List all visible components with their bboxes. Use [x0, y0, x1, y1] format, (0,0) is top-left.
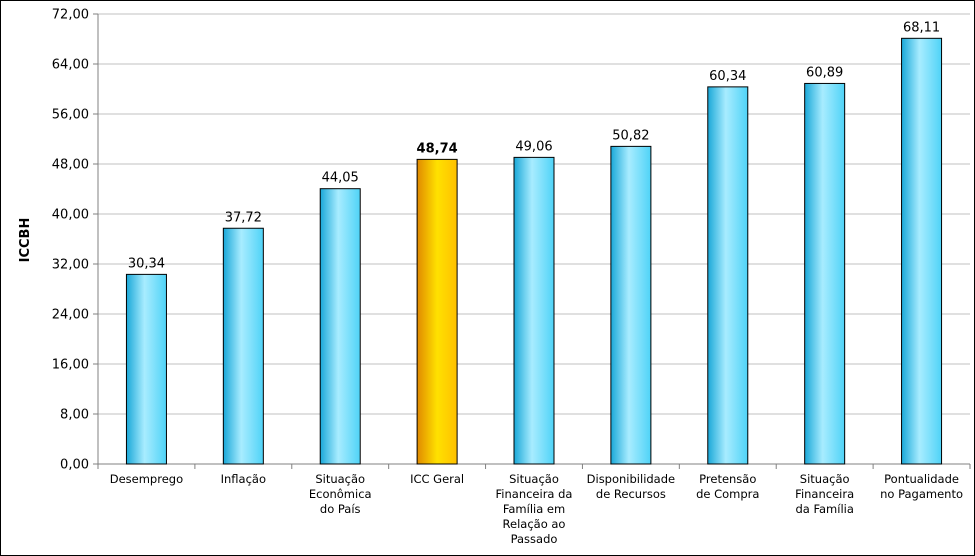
x-category-label-line: Pontualidade — [884, 472, 959, 486]
x-category-label-line: de Recursos — [596, 487, 666, 501]
x-category-label-line: do País — [320, 502, 361, 516]
bars — [125, 37, 943, 465]
data-label: 60,89 — [806, 65, 843, 80]
labels: 0,00 8,00 16,00 24,00 32,00 40,00 48,00 56,00 64… — [52, 8, 963, 547]
x-category-label-line: Pretensão — [699, 472, 756, 486]
data-label: 68,11 — [903, 20, 940, 35]
x-category-label: Desemprego — [110, 472, 183, 486]
y-tick-label: 48,00 — [52, 158, 89, 173]
data-label: 60,34 — [709, 69, 746, 84]
x-category-label: Disponibilidade de Recursos — [587, 472, 675, 501]
x-category-label-line: Desemprego — [110, 472, 183, 486]
data-label: 30,34 — [128, 256, 165, 271]
y-tick-label: 72,00 — [52, 8, 89, 23]
data-label: 48,74 — [417, 141, 458, 156]
y-tick-label: 64,00 — [52, 58, 89, 73]
data-label: 37,72 — [225, 210, 262, 225]
bar — [804, 82, 846, 465]
bar — [513, 156, 555, 465]
x-category-label-line: ICC Geral — [410, 472, 464, 486]
x-category-label-line: Situação — [315, 472, 365, 486]
bar — [222, 227, 264, 465]
x-category-label: Pontualidade no Pagamento — [880, 472, 963, 501]
x-category-label-line: Inflação — [221, 472, 266, 486]
bar — [319, 188, 361, 465]
y-tick-label: 40,00 — [52, 208, 89, 223]
x-category-label-line: da Família — [795, 502, 853, 516]
x-category-label-line: Financeira da — [496, 487, 573, 501]
data-label: 49,06 — [515, 139, 552, 154]
bar-highlight — [416, 158, 458, 465]
y-axis-label: ICCBH — [18, 218, 33, 263]
data-label: 44,05 — [322, 171, 359, 186]
y-tick-label: 8,00 — [60, 408, 89, 423]
x-category-label-line: Disponibilidade — [587, 472, 675, 486]
x-category-label: Pretensão de Compra — [696, 472, 759, 501]
x-category-label-line: no Pagamento — [880, 487, 963, 501]
y-tick-label: 56,00 — [52, 108, 89, 123]
x-category-label-line: Financeira — [795, 487, 854, 501]
x-category-label-line: de Compra — [696, 487, 759, 501]
bar — [707, 86, 749, 465]
y-tick-label: 32,00 — [52, 258, 89, 273]
x-category-label: Situação Financeira da Família — [795, 472, 854, 516]
bar — [901, 37, 943, 465]
x-category-label: Inflação — [221, 472, 266, 486]
x-category-label: ICC Geral — [410, 472, 464, 486]
x-category-label-line: Situação — [509, 472, 559, 486]
x-category-label-line: Família em — [503, 502, 565, 516]
y-tick-label: 16,00 — [52, 358, 89, 373]
bar — [125, 273, 167, 465]
data-label: 50,82 — [612, 128, 649, 143]
x-category-label-line: Econômica — [309, 487, 372, 501]
y-tick-label: 0,00 — [60, 458, 89, 473]
y-tick-label: 24,00 — [52, 308, 89, 323]
x-category-label-line: Relação ao — [503, 517, 566, 531]
bar — [610, 145, 652, 465]
x-category-label: Situação Financeira da Família em Relação a… — [496, 472, 573, 546]
x-category-label-line: Situação — [800, 472, 850, 486]
x-category-label-line: Passado — [511, 532, 558, 546]
x-category-label: Situação Econômica do País — [309, 472, 372, 516]
